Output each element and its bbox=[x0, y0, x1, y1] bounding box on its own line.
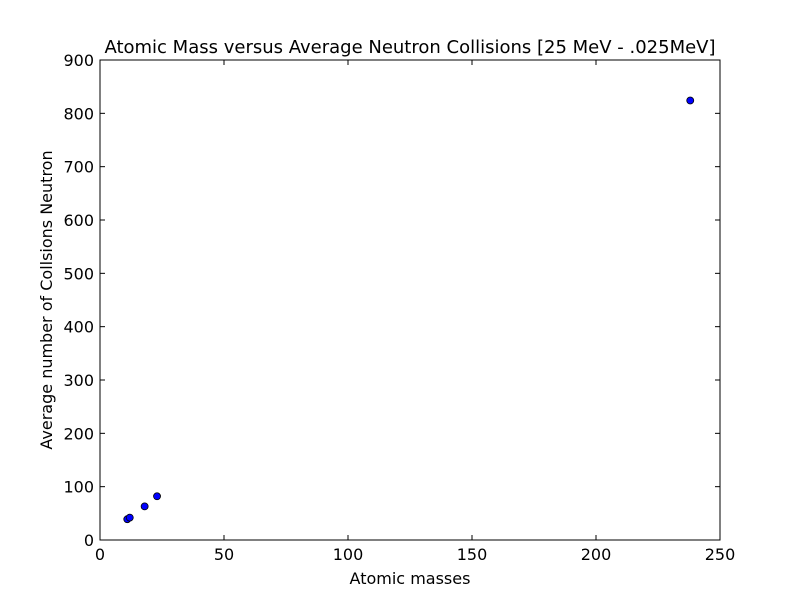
x-tick-label: 150 bbox=[457, 545, 488, 564]
y-tick-label: 700 bbox=[63, 158, 94, 177]
y-axis: 0 100 200 300 400 500 600 700 800 900 bbox=[63, 51, 720, 550]
data-point bbox=[153, 492, 161, 501]
data-points bbox=[123, 96, 695, 524]
x-tick-label: 0 bbox=[95, 545, 105, 564]
y-tick-label: 300 bbox=[63, 371, 94, 390]
x-axis: 0 50 100 150 200 250 bbox=[95, 60, 735, 564]
x-tick-label: 250 bbox=[705, 545, 736, 564]
y-tick-label: 200 bbox=[63, 424, 94, 443]
data-point bbox=[125, 513, 134, 522]
y-tick-label: 0 bbox=[84, 531, 94, 550]
chart-title: Atomic Mass versus Average Neutron Colli… bbox=[104, 37, 715, 58]
x-tick-label: 100 bbox=[333, 545, 364, 564]
y-tick-label: 900 bbox=[63, 51, 94, 70]
y-tick-label: 400 bbox=[63, 318, 94, 337]
y-tick-label: 800 bbox=[63, 104, 94, 123]
y-tick-label: 500 bbox=[63, 264, 94, 283]
y-axis-label: Average number of Collsions Neutron bbox=[37, 150, 56, 449]
x-tick-label: 200 bbox=[581, 545, 612, 564]
y-tick-label: 600 bbox=[63, 211, 94, 230]
plot-area bbox=[99, 59, 721, 541]
x-axis-label: Atomic masses bbox=[350, 569, 471, 588]
data-point bbox=[140, 502, 149, 511]
x-tick-label: 50 bbox=[214, 545, 234, 564]
y-tick-label: 100 bbox=[63, 478, 94, 497]
data-point bbox=[686, 96, 695, 105]
